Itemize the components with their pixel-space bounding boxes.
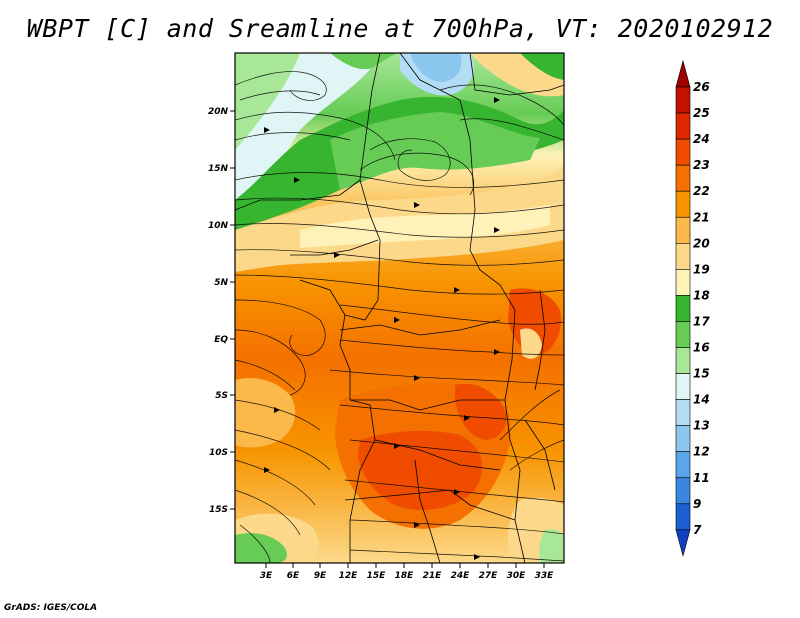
map-frame	[234, 52, 565, 564]
lat-label: 20N	[208, 107, 229, 117]
colorbar-swatch	[675, 425, 691, 452]
colorbar-swatch	[675, 269, 691, 296]
colorbar-swatch	[675, 477, 691, 505]
colorbar-label: 9	[693, 497, 701, 511]
lon-label: 12E	[339, 571, 359, 581]
colorbar-swatch	[675, 295, 691, 322]
colorbar-label: 21	[693, 210, 710, 224]
lon-label: 24E	[451, 571, 471, 581]
colorbar-label: 15	[693, 367, 710, 381]
lat-label: 5S	[215, 391, 228, 401]
lon-label: 9E	[314, 571, 327, 581]
lon-label: 3E	[260, 571, 273, 581]
colorbar-label: 12	[693, 445, 710, 459]
lon-label: 33E	[535, 571, 555, 581]
lat-label: 10N	[208, 221, 229, 231]
colorbar: 26 25 24 23 22 21 20 19 18 17 16 15 14 13 12 11 9 7	[675, 59, 710, 558]
colorbar-swatch	[675, 164, 691, 192]
colorbar-swatch	[675, 503, 691, 531]
colorbar-swatch	[675, 347, 691, 374]
colorbar-label: 16	[693, 341, 710, 355]
colorbar-label: 20	[693, 236, 710, 250]
colorbar-swatch	[675, 216, 691, 244]
colorbar-label: 17	[693, 314, 710, 328]
colorbar-swatch	[675, 373, 691, 400]
colorbar-swatch	[675, 451, 691, 479]
colorbar-swatch	[675, 243, 691, 270]
colorbar-label: 19	[693, 262, 710, 276]
lon-label: 27E	[479, 571, 499, 581]
grads-credit: GrADS: IGES/COLA	[4, 603, 98, 613]
lat-label: EQ	[214, 335, 228, 345]
colorbar-label: 22	[693, 184, 710, 198]
colorbar-label: 18	[693, 288, 710, 302]
colorbar-label: 24	[693, 132, 710, 146]
colorbar-swatch	[675, 190, 691, 218]
lon-label: 30E	[507, 571, 527, 581]
colorbar-swatch	[675, 138, 691, 166]
colorbar-label: 26	[693, 80, 710, 94]
lat-label: 5N	[214, 278, 228, 288]
colorbar-label: 25	[693, 106, 710, 120]
latitude-axis: 20N 15N 10N 5N EQ 5S 10S 15S	[208, 107, 235, 515]
colorbar-swatch	[675, 59, 691, 88]
lat-label: 15S	[209, 505, 228, 515]
wbpt-shaded-field	[235, 53, 564, 563]
map-title: WBPT [C] and Sreamline at 700hPa, VT: 20…	[26, 14, 774, 43]
colorbar-swatch	[675, 112, 691, 140]
lat-label: 15N	[208, 164, 229, 174]
colorbar-swatch	[675, 86, 691, 114]
lon-label: 15E	[367, 571, 387, 581]
colorbar-label: 13	[693, 419, 710, 433]
colorbar-label: 14	[693, 393, 710, 407]
lat-label: 10S	[209, 448, 228, 458]
lon-label: 21E	[423, 571, 443, 581]
colorbar-swatch	[675, 321, 691, 348]
colorbar-label: 11	[693, 471, 710, 485]
colorbar-label: 23	[693, 158, 710, 172]
colorbar-label: 7	[693, 523, 702, 537]
colorbar-swatch	[675, 399, 691, 426]
colorbar-swatch	[675, 529, 691, 558]
lon-label: 18E	[395, 571, 415, 581]
longitude-axis: 3E 6E 9E 12E 15E 18E 21E 24E 27E 30E 33E	[260, 563, 554, 581]
lon-label: 6E	[287, 571, 300, 581]
